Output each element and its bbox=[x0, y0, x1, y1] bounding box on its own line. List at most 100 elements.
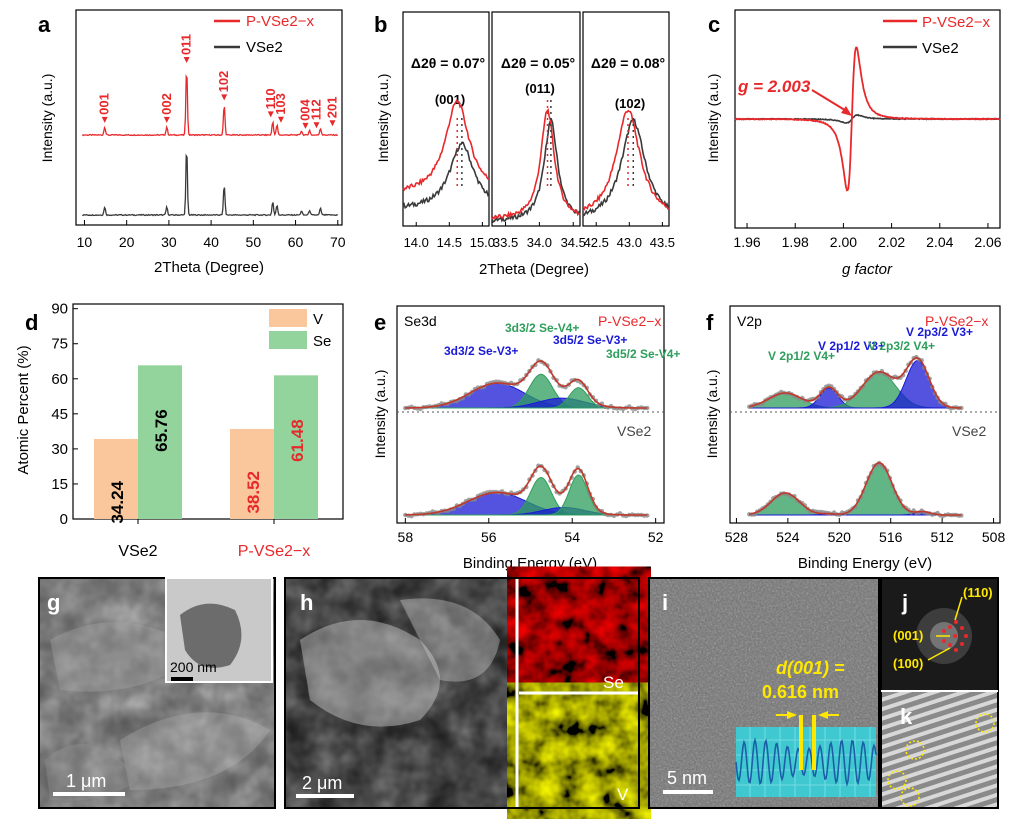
panel-d-legend-swatch-v bbox=[269, 309, 307, 327]
panel-e-xtick-label: 56 bbox=[481, 529, 497, 545]
panel-c-xtick-label: 1.96 bbox=[733, 234, 760, 250]
panel-a-legend-pvse2: P-VSe2−x bbox=[246, 13, 314, 30]
panel-c-arrowhead bbox=[841, 106, 852, 116]
panel-a-xtick-label: 30 bbox=[161, 234, 177, 250]
panel-i-profile-line bbox=[735, 737, 877, 787]
panel-f-peak-label-1: V 2p1/2 V4+ bbox=[768, 349, 835, 363]
panel-f-xtick-label: 520 bbox=[828, 529, 852, 545]
panel-b-xtick-label: 15.0 bbox=[470, 235, 495, 250]
panel-d-legend-v: V bbox=[313, 311, 323, 328]
panel-j-image: (110) (001) (100) j bbox=[881, 578, 998, 690]
panel-a-letter: a bbox=[38, 12, 51, 37]
panel-f-peak-labels: V 2p1/2 V4+ V 2p1/2 V3+ V 2p3/2 V4+ V 2p… bbox=[768, 325, 973, 363]
panel-c-xtick-label: 2.00 bbox=[830, 234, 857, 250]
panel-c-g-annotation: g = 2.003 bbox=[737, 77, 811, 96]
panel-e-bottom-envelope bbox=[405, 465, 648, 516]
panel-k-defects bbox=[887, 713, 995, 807]
panel-b-series-pvse2 bbox=[402, 98, 490, 192]
panel-a-peak-label: 002 bbox=[159, 93, 174, 115]
panel-d-ytick-label: 30 bbox=[51, 441, 68, 458]
panel-d-frame bbox=[72, 303, 344, 520]
panel-b-series-vse2 bbox=[491, 117, 581, 224]
panel-d-ytick-label: 90 bbox=[51, 301, 68, 318]
panel-f-label-vse2: VSe2 bbox=[952, 423, 986, 439]
panel-e-peak-label-1: 3d3/2 Se-V3+ bbox=[444, 344, 518, 358]
panel-d-legend-swatch-se bbox=[269, 331, 307, 349]
panel-d-ylabel: Atomic Percent (%) bbox=[15, 345, 32, 474]
panel-a-peak-marker bbox=[313, 122, 320, 129]
panel-e-xlabel: Binding Energy (eV) bbox=[463, 555, 597, 572]
panel-d-bar-label: 38.52 bbox=[244, 471, 263, 514]
panel-f-xlabel: Binding Energy (eV) bbox=[798, 555, 932, 572]
panel-c-xticks: 1.96 1.98 2.00 2.02 2.04 2.06 bbox=[733, 223, 1002, 250]
panel-i-d-value: 0.616 nm bbox=[762, 682, 839, 702]
panel-d-category-label: P-VSe2−x bbox=[238, 543, 310, 560]
panel-d: d 0 15 30 45 60 75 90 34.24 65.76 VSe2 38.52 61.48… bbox=[15, 301, 344, 560]
panel-f-xtick-label: 524 bbox=[776, 529, 800, 545]
panel-c-xtick-label: 1.98 bbox=[782, 234, 809, 250]
panel-e-peak-label-3: 3d5/2 Se-V3+ bbox=[553, 333, 627, 347]
panel-h-map-v-label: V bbox=[617, 785, 629, 804]
panel-b-delta: Δ2θ = 0.08° bbox=[591, 55, 665, 71]
panel-i-scale: 5 nm bbox=[667, 768, 707, 788]
panel-g-scale: 1 μm bbox=[66, 771, 106, 791]
panel-a-xticks: 10 20 30 40 50 60 70 bbox=[77, 220, 346, 250]
panel-b-xlabel: 2Theta (Degree) bbox=[479, 261, 589, 278]
panel-f-xtick-label: 516 bbox=[879, 529, 903, 545]
panel-f: f V2p 528 524 520 516 512 508 P-VSe2−x VSe2 B… bbox=[704, 305, 1006, 572]
panel-b-delta: Δ2θ = 0.07° bbox=[411, 55, 485, 71]
panel-b-subframe bbox=[582, 11, 670, 227]
panel-f-xtick-label: 508 bbox=[982, 529, 1006, 545]
panel-a-xtick-label: 50 bbox=[246, 234, 262, 250]
panel-f-top-envelope bbox=[749, 356, 962, 409]
panel-a-peak-marker bbox=[277, 116, 284, 123]
panel-b-xtick-label: 43.5 bbox=[650, 235, 675, 250]
panel-h-letter: h bbox=[300, 590, 313, 615]
panel-g-scalebar bbox=[53, 792, 125, 796]
panel-d-bar-se bbox=[138, 365, 182, 519]
panel-d-bar-se bbox=[274, 375, 318, 519]
panel-k-letter: k bbox=[900, 704, 913, 729]
panel-f-bottom-envelope bbox=[749, 461, 962, 516]
panel-e-peak-label-4: 3d5/2 Se-V4+ bbox=[606, 347, 680, 361]
panel-b-ylabel: Intensity (a.u.) bbox=[375, 74, 391, 163]
panel-c-annotation-arrow bbox=[811, 89, 849, 113]
panel-d-letter: d bbox=[25, 310, 38, 335]
panel-a-xtick-label: 20 bbox=[119, 234, 135, 250]
panel-e-frame bbox=[396, 305, 665, 524]
panel-f-peak-label-2: V 2p1/2 V3+ bbox=[818, 339, 885, 353]
panel-b-xtick-label: 33.5 bbox=[493, 235, 518, 250]
panel-c-legend-pvse2: P-VSe2−x bbox=[922, 14, 990, 31]
panel-a-peak-label: 201 bbox=[324, 96, 339, 118]
panel-b-xtick-label: 14.0 bbox=[404, 235, 429, 250]
panel-d-legend-se: Se bbox=[313, 333, 331, 350]
panel-f-frame bbox=[729, 305, 1001, 524]
panel-c-letter: c bbox=[708, 12, 720, 37]
panel-b-letter: b bbox=[374, 12, 387, 37]
panel-d-ytick-label: 60 bbox=[51, 371, 68, 388]
panel-a-peak-label: 011 bbox=[179, 34, 194, 55]
panel-a-peak-label: 102 bbox=[216, 71, 231, 93]
panel-e-label-vse2: VSe2 bbox=[617, 423, 651, 439]
panel-e-ylabel: Intensity (a.u.) bbox=[372, 370, 388, 459]
panel-d-bar-label: 34.24 bbox=[108, 480, 127, 523]
panel-f-title: V2p bbox=[737, 313, 762, 329]
panel-f-xtick-label: 528 bbox=[725, 529, 749, 545]
panel-a-peak-marker bbox=[221, 94, 228, 101]
panel-b-hkl: (011) bbox=[525, 81, 555, 96]
panel-d-yticks: 0 15 30 45 60 75 90 bbox=[51, 301, 78, 528]
panel-d-bars: 34.24 65.76 VSe2 38.52 61.48 P-VSe2−x bbox=[94, 365, 318, 560]
panel-a-series-pvse2 bbox=[81, 74, 338, 137]
panel-d-ytick-label: 75 bbox=[51, 336, 68, 353]
panel-f-label-pvse2: P-VSe2−x bbox=[925, 313, 988, 329]
panel-b-series-pvse2 bbox=[582, 109, 670, 211]
panel-g-image: g 200 nm 1 μm bbox=[38, 577, 276, 809]
panel-c-ylabel: Intensity (a.u.) bbox=[705, 74, 721, 163]
panel-c: c 1.96 1.98 2.00 2.02 2.04 2.06 g factor Inte… bbox=[705, 9, 1002, 278]
panel-b-series-pvse2 bbox=[491, 108, 581, 220]
panel-i-letter: i bbox=[662, 590, 668, 615]
panel-j-pointers bbox=[927, 596, 963, 661]
panel-b-series-vse2 bbox=[402, 141, 490, 210]
